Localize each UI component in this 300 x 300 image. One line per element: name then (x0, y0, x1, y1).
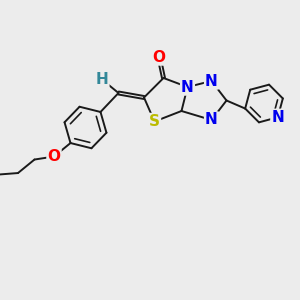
Text: N: N (181, 80, 194, 94)
Text: O: O (47, 149, 61, 164)
Text: S: S (149, 114, 160, 129)
Text: O: O (152, 50, 166, 64)
Text: N: N (205, 112, 218, 128)
Text: N: N (272, 110, 284, 125)
Text: N: N (205, 74, 218, 88)
Text: H: H (96, 72, 108, 87)
